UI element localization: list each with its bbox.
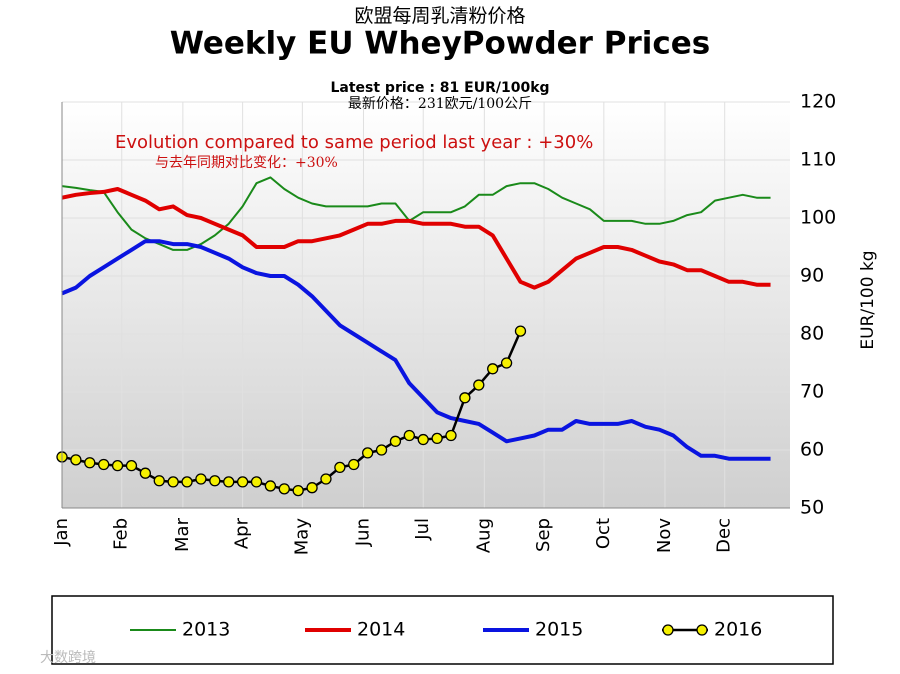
x-tick-label: Oct xyxy=(593,518,614,549)
data-point xyxy=(139,467,152,479)
data-point xyxy=(514,325,527,337)
y-tick-label: 110 xyxy=(800,149,836,171)
data-point xyxy=(361,447,374,459)
x-tick-label: Sep xyxy=(533,518,554,552)
data-point xyxy=(111,460,124,472)
x-tick-label: Mar xyxy=(172,517,193,552)
data-point xyxy=(195,473,207,485)
y-tick-label: 50 xyxy=(800,497,824,519)
data-point xyxy=(459,392,471,404)
data-point xyxy=(209,475,221,487)
watermark: 大数跨境 xyxy=(40,650,96,666)
x-tick-label: Apr xyxy=(232,517,253,549)
data-point xyxy=(487,363,499,375)
y-axis-label: EUR/100 kg xyxy=(858,250,878,349)
data-point xyxy=(389,435,402,447)
chart-title-cn: 欧盟每周乳清粉价格 xyxy=(354,5,525,27)
subtitle-cn: 最新价格：231欧元/100公斤 xyxy=(348,96,532,112)
y-tick-label: 90 xyxy=(800,265,824,287)
data-point xyxy=(181,476,193,488)
data-point xyxy=(431,432,443,445)
data-point xyxy=(250,476,263,488)
y-tick-label: 80 xyxy=(800,323,824,345)
y-tick-label: 70 xyxy=(800,381,824,403)
subtitle: Latest price : 81 EUR/100kg xyxy=(330,80,549,96)
series-lines xyxy=(56,176,771,497)
series-line xyxy=(61,187,771,290)
legend-label: 2016 xyxy=(714,619,762,641)
data-point xyxy=(84,457,96,469)
chart-title: Weekly EU WheyPowder Prices xyxy=(170,26,710,62)
data-point xyxy=(153,475,165,487)
data-point xyxy=(236,476,249,488)
x-tick-label: Jan xyxy=(51,518,72,547)
data-point xyxy=(292,484,304,497)
x-tick-label: Jun xyxy=(352,518,373,547)
data-point xyxy=(264,480,277,492)
legend-marker xyxy=(662,624,674,636)
data-point xyxy=(167,476,179,488)
data-point xyxy=(306,482,318,494)
data-point xyxy=(320,473,332,485)
x-tick-label: Dec xyxy=(714,518,735,553)
series-line xyxy=(61,330,522,492)
annotation-cn: 与去年同期对比变化：+30% xyxy=(155,155,338,171)
data-point xyxy=(500,357,513,369)
data-point xyxy=(403,429,415,442)
data-point xyxy=(125,460,138,472)
data-point xyxy=(375,444,388,456)
annotation: Evolution compared to same period last y… xyxy=(115,132,593,153)
data-point xyxy=(223,476,235,488)
y-tick-label: 100 xyxy=(800,207,836,229)
data-point xyxy=(348,458,360,471)
data-point xyxy=(417,433,429,446)
x-tick-label: Aug xyxy=(473,518,494,553)
data-point xyxy=(445,429,457,442)
x-tick-label: May xyxy=(291,518,312,556)
y-tick-label: 60 xyxy=(800,439,824,461)
data-point xyxy=(278,483,290,495)
x-tick-label: Nov xyxy=(654,518,675,553)
series-line xyxy=(61,176,771,251)
y-tick-label: 120 xyxy=(800,91,836,113)
data-point xyxy=(98,458,110,471)
legend-label: 2015 xyxy=(535,619,583,641)
data-point xyxy=(70,454,82,466)
legend-marker xyxy=(696,624,708,636)
legend-label: 2014 xyxy=(357,619,405,641)
data-point xyxy=(334,461,346,474)
series-line xyxy=(61,239,771,461)
x-tick-label: Jul xyxy=(412,518,433,541)
legend-label: 2013 xyxy=(182,619,230,641)
data-point xyxy=(473,379,485,391)
x-tick-label: Feb xyxy=(111,518,132,550)
